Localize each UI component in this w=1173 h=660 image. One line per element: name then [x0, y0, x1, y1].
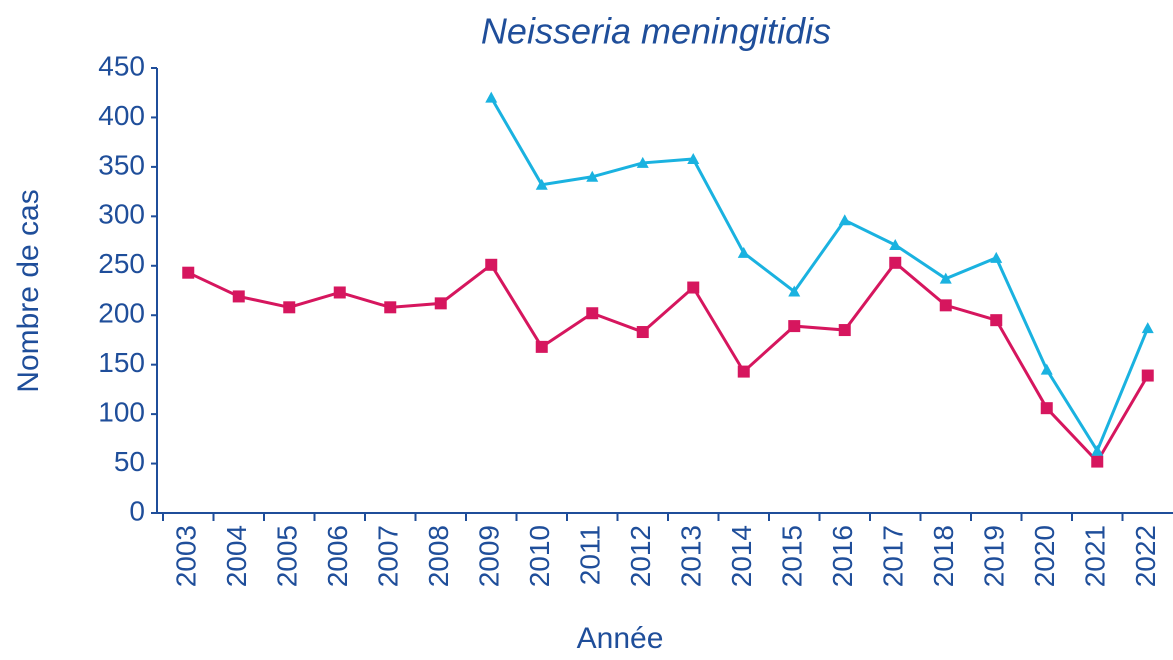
marker [838, 324, 851, 337]
y-axis-label: Nombre de cas [12, 189, 45, 392]
marker [182, 266, 195, 279]
marker [1091, 455, 1104, 468]
marker [990, 251, 1003, 263]
marker [687, 281, 700, 294]
marker [939, 272, 952, 284]
x-tick-label: 2016 [827, 525, 858, 587]
x-tick-label: 2015 [777, 525, 808, 587]
marker [636, 156, 649, 168]
y-tick-label: 100 [98, 397, 145, 428]
x-tick-label: 2013 [676, 525, 707, 587]
x-tick-label: 2017 [878, 525, 909, 587]
x-tick-label: 2019 [979, 525, 1010, 587]
marker [990, 314, 1003, 327]
x-tick-label: 2010 [524, 525, 555, 587]
marker [434, 297, 447, 310]
y-tick-label: 0 [129, 495, 145, 526]
x-tick-label: 2007 [373, 525, 404, 587]
series-line [187, 260, 1150, 465]
x-tick-label: 2012 [625, 525, 656, 587]
y-tick-label: 50 [114, 446, 145, 477]
marker [838, 214, 851, 226]
x-tick-label: 2014 [726, 525, 757, 587]
chart-title: Neisseria meningitidis [481, 11, 831, 52]
x-tick-label: 2003 [171, 525, 202, 587]
marker [889, 239, 902, 251]
x-tick-label: 2022 [1130, 525, 1161, 587]
marker [535, 340, 548, 353]
marker [939, 299, 952, 312]
marker [586, 170, 599, 182]
marker [1141, 322, 1154, 334]
y-tick-label: 200 [98, 298, 145, 329]
marker [485, 258, 498, 271]
y-tick-label: 250 [98, 248, 145, 279]
marker [384, 301, 397, 314]
x-tick-label: 2008 [423, 525, 454, 587]
x-tick-label: 2006 [322, 525, 353, 587]
x-tick-label: 2020 [1029, 525, 1060, 587]
marker [889, 256, 902, 269]
marker [232, 290, 245, 303]
y-tick-label: 150 [98, 347, 145, 378]
series-line [489, 96, 1150, 454]
marker [737, 365, 750, 378]
marker [586, 307, 599, 320]
marker [788, 285, 801, 297]
x-tick-label: 2011 [575, 525, 606, 585]
y-tick-label: 450 [98, 50, 145, 81]
marker [485, 91, 498, 103]
marker [788, 320, 801, 333]
x-tick-label: 2018 [928, 525, 959, 587]
y-tick-label: 300 [98, 199, 145, 230]
marker [283, 301, 296, 314]
x-tick-label: 2009 [474, 525, 505, 587]
y-tick-label: 400 [98, 100, 145, 131]
marker [687, 152, 700, 164]
marker [1040, 402, 1053, 415]
y-tick-label: 350 [98, 149, 145, 180]
x-axis-label: Année [577, 622, 664, 655]
marker [333, 286, 346, 299]
x-tick-label: 2005 [272, 525, 303, 587]
x-tick-label: 2021 [1080, 525, 1111, 587]
marker [737, 246, 750, 258]
marker [535, 178, 548, 190]
x-tick-label: 2004 [221, 525, 252, 587]
marker [636, 326, 649, 339]
marker [1141, 369, 1154, 382]
marker [1040, 363, 1053, 375]
marker [1091, 444, 1104, 456]
